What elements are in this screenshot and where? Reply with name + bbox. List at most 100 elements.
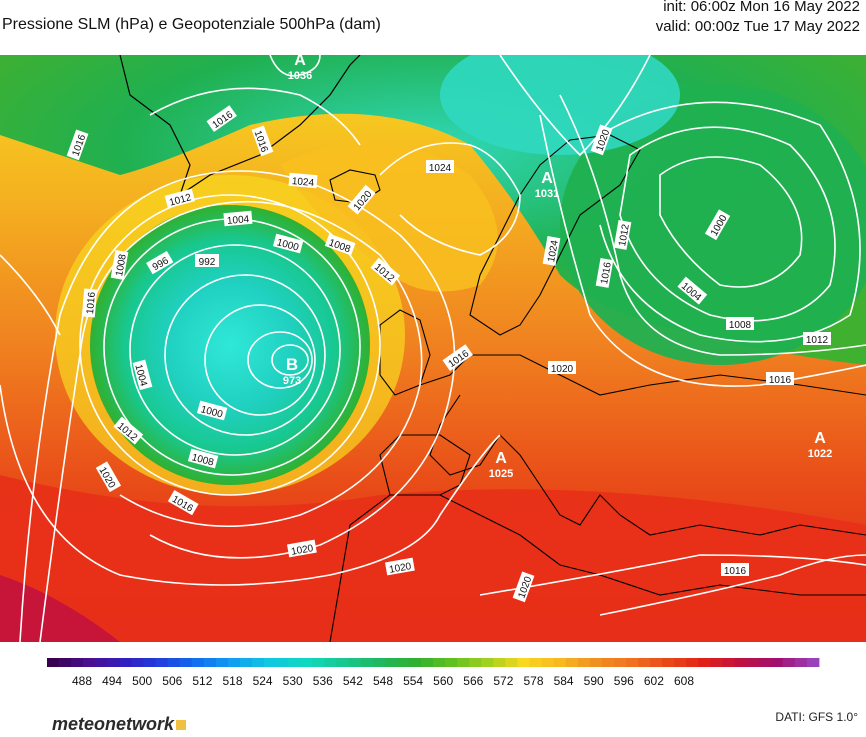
svg-text:1008: 1008 [729,320,752,331]
south-band [0,475,866,642]
map-title: Pressione SLM (hPa) e Geopotenziale 500h… [2,16,381,33]
isobar-label: 1016 [721,563,749,577]
isobar-label: 1004 [223,210,253,227]
isobar-1020-n [499,55,651,157]
svg-text:1025: 1025 [489,468,513,480]
greenland-coast [119,55,361,197]
isobar-label: 1020 [384,557,415,576]
colorbar-swatch [408,658,422,667]
svg-text:1024: 1024 [429,163,452,174]
colorbar-swatch [493,658,506,667]
colorbar-tick-label: 608 [674,674,694,688]
isobar-1012-a [39,200,423,642]
svg-text:A: A [814,430,826,447]
svg-text:1016: 1016 [85,291,98,315]
isobar-1004-e [619,126,836,322]
british-isles-coast [379,309,431,396]
colorbar-tick-label: 500 [132,674,152,688]
isobar-1008-e [599,101,861,343]
colorbar-swatch [662,658,675,667]
colorbar-swatch [433,658,446,667]
colorbar-swatch [384,658,398,667]
svg-text:1024: 1024 [546,239,561,263]
colorbar-tick-label: 602 [644,674,664,688]
isobar-1000-low [129,244,341,456]
isobar-1024-north [379,142,521,256]
colorbar-swatch [179,658,193,667]
colorbar-swatch [469,658,482,667]
isobar-1000-e [659,156,803,288]
pressure-center-high: A 1036 [288,55,312,82]
isobar-label: 1012 [613,219,632,250]
scandinavia-coast [469,134,641,336]
isobar-1020-a [0,384,501,586]
colorbar-tick-label: 524 [253,674,273,688]
colorbar-swatch [698,658,711,667]
svg-text:1016: 1016 [599,261,614,285]
svg-text:1004: 1004 [227,214,251,227]
isobar-label: 1008 [726,317,754,331]
colorbar-tick-label: 512 [192,674,212,688]
colorbar-swatch [276,658,289,667]
colorbar-swatch [517,658,530,667]
svg-text:973: 973 [283,375,301,387]
isobar-label: 1024 [426,160,454,174]
colorbar-swatch [445,658,458,667]
colorbar-swatch [191,658,205,667]
colorbar-swatch [71,658,84,667]
colorbar-swatch [203,658,217,667]
isobar-992-low [204,304,316,416]
isobar-label: 1020 [548,361,576,375]
svg-text:1008: 1008 [114,253,129,277]
pressure-center-high: A 1031 [535,170,559,200]
isobar-1008-low [79,194,381,496]
isobar-1016-e2 [539,114,866,387]
colorbar-swatch [143,658,156,667]
iceland-yellow [280,142,498,292]
weather-map: 1016 1016 1016 1024 1024 1012 1020 1004 … [0,55,866,642]
isobar-label: 1008 [110,249,129,280]
isobar-988-low [247,331,313,389]
east-low-core [440,55,680,155]
isobar-labels: 1016 1016 1016 1024 1024 1012 1020 1004 … [66,105,831,603]
colorbar-tick-label: 536 [313,674,333,688]
isobar-label: 1020 [286,539,317,558]
svg-text:1020: 1020 [388,561,412,576]
colorbar-tick-label: 548 [373,674,393,688]
svg-text:A: A [495,450,507,467]
colorbar-swatch [674,658,687,667]
isobar-1016-e [599,554,866,616]
colorbar-swatch [638,658,651,667]
svg-text:1016: 1016 [769,375,792,386]
colorbar-tick-label: 554 [403,674,423,688]
svg-text:1024: 1024 [291,176,315,189]
isobar-label: 1024 [542,235,561,266]
colorbar-swatch [240,658,253,667]
colorbar-tick-label: 542 [343,674,363,688]
svg-text:A: A [541,170,553,187]
isobar-label: 1012 [803,332,831,346]
svg-text:1022: 1022 [808,448,832,460]
colorbar-swatch [577,658,591,667]
colorbar-swatch [529,658,542,667]
colorbar-swatch [565,658,579,667]
isobar-1012-e [559,94,866,356]
colorbar-swatch [613,658,627,667]
colorbar-tick-label: 494 [102,674,122,688]
colorbar-swatch [264,658,277,667]
southwest-deep [0,575,120,642]
colorbar-swatch [734,658,748,667]
isobars [0,55,866,642]
data-source: DATI: GFS 1.0° [775,710,858,724]
svg-text:1036: 1036 [288,70,312,82]
colorbar-swatch [746,658,760,667]
colorbar-swatch [626,658,639,667]
colorbar-swatch [288,658,301,667]
atlantic-low [90,205,370,485]
svg-text:1016: 1016 [724,566,747,577]
svg-text:1031: 1031 [535,188,559,200]
colorbar-swatch [396,658,410,667]
isobar-996-low [164,274,326,436]
colorbar-swatch [324,658,337,667]
isobar-label: 1016 [595,257,614,288]
